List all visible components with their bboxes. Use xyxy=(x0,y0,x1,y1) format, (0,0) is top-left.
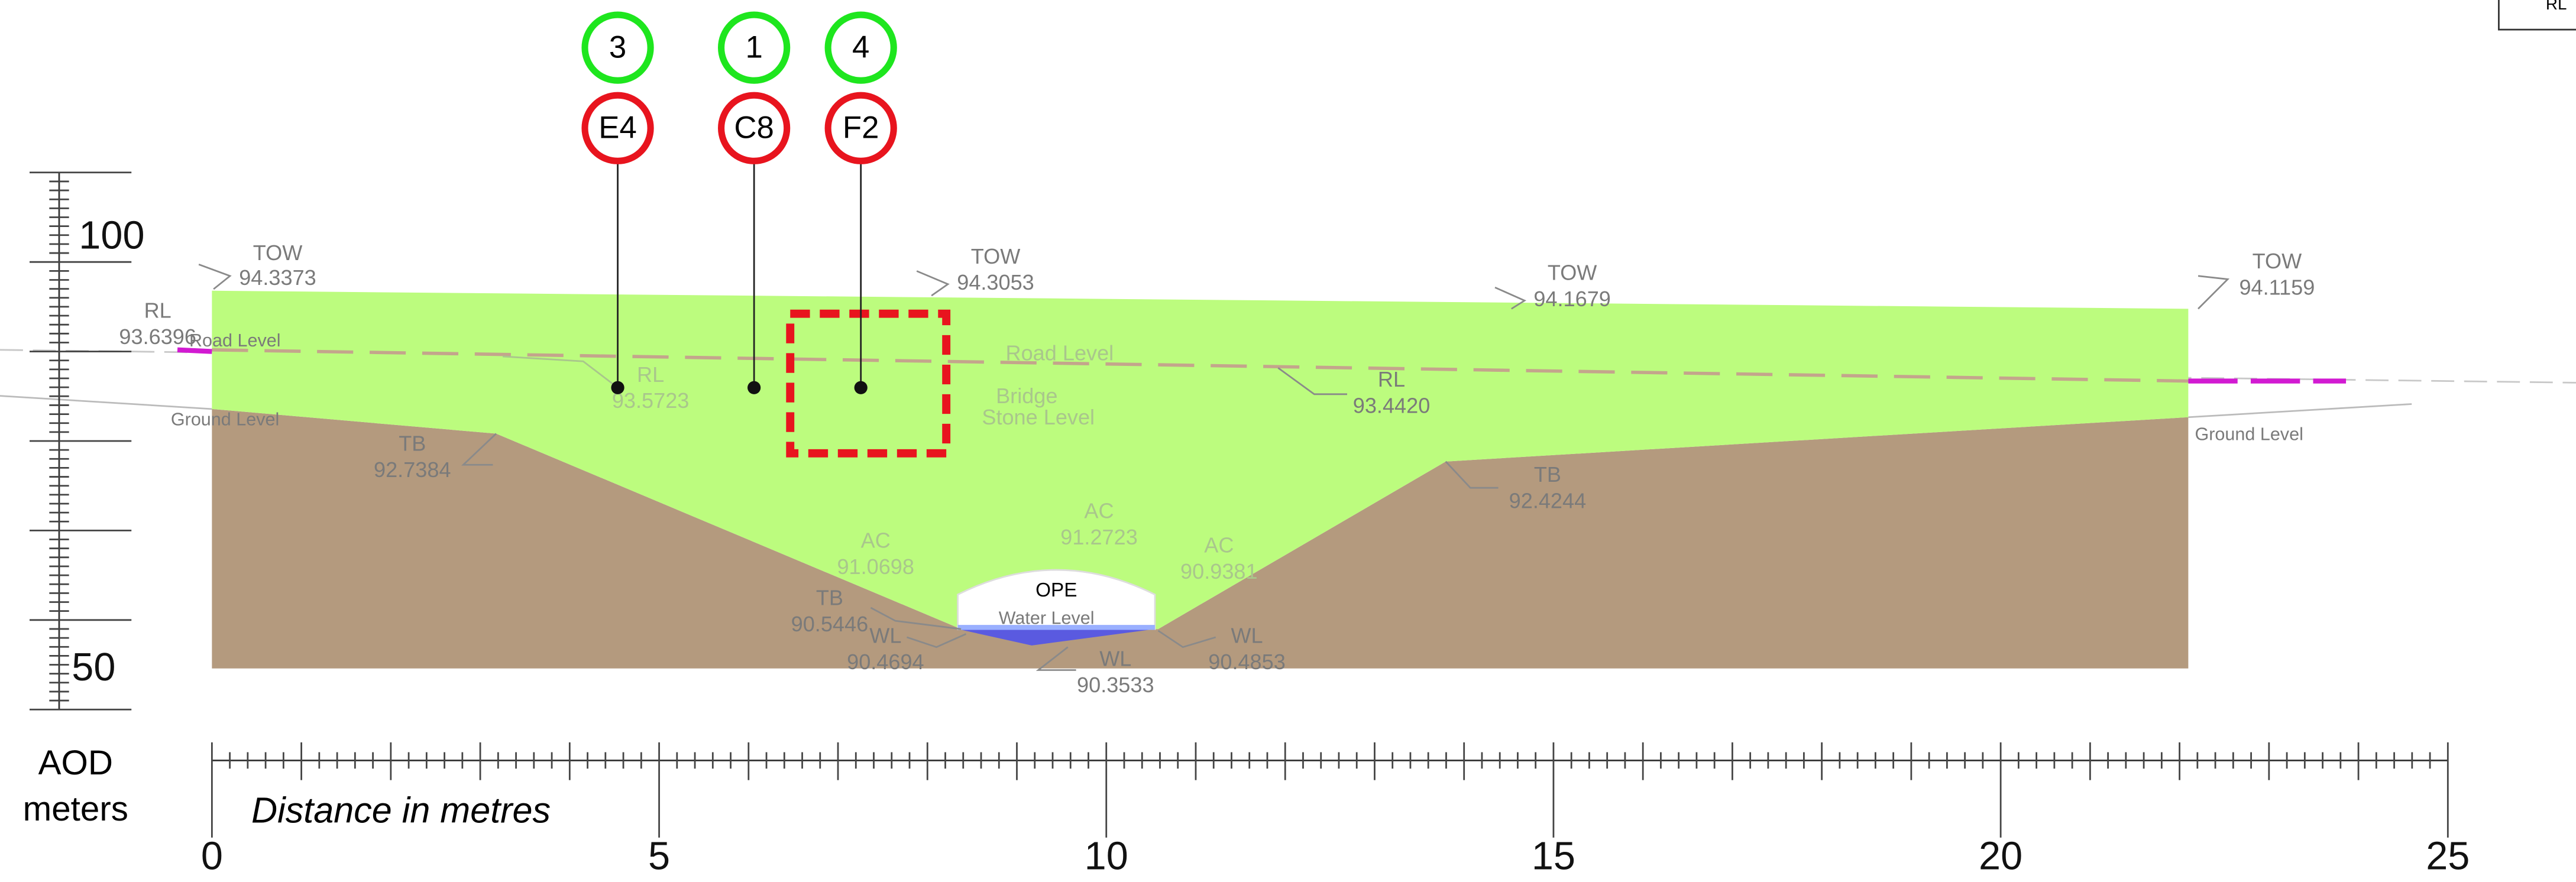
water-level-label: Water Level xyxy=(999,608,1095,628)
ann-value: 91.0698 xyxy=(837,555,914,579)
leader xyxy=(461,433,497,466)
leader xyxy=(1494,286,1526,310)
ground xyxy=(212,408,2189,669)
leader xyxy=(198,264,232,290)
markers: 3 E4 1 C8 4 F2 xyxy=(581,11,897,394)
ann-value: 94.1679 xyxy=(1533,287,1611,311)
ann-label: TB xyxy=(1534,462,1561,487)
marker-code: E4 xyxy=(598,110,637,145)
marker-number-ring xyxy=(581,11,654,84)
road-level-mark xyxy=(177,347,212,354)
selection-box xyxy=(786,309,951,458)
ann-value: 93.5723 xyxy=(612,388,690,413)
leader xyxy=(916,270,950,297)
fill-section xyxy=(212,290,2189,630)
faded-label: Bridge xyxy=(996,384,1057,408)
road-level-line xyxy=(212,348,2189,383)
ann-value: 94.1159 xyxy=(2239,275,2315,300)
leader xyxy=(1277,367,1348,395)
corner-box xyxy=(2498,0,2576,31)
leader xyxy=(503,355,619,388)
leader xyxy=(1157,630,1216,648)
marker-code-ring xyxy=(718,92,791,164)
ope-label: OPE xyxy=(1035,579,1077,601)
h-tick-label: 20 xyxy=(1979,835,2022,878)
h-tick-label: 15 xyxy=(1532,835,1575,878)
marker-dot xyxy=(854,381,868,394)
opening xyxy=(957,569,1156,630)
leader xyxy=(1445,461,1499,489)
marker-code-ring xyxy=(824,92,897,164)
leader xyxy=(870,607,962,630)
ann-label: RL xyxy=(637,362,664,387)
ann-label: TOW xyxy=(253,241,303,265)
ann-label: AC xyxy=(1084,498,1114,523)
ann-value: 92.7384 xyxy=(374,458,451,482)
ann-label: WL xyxy=(869,624,901,648)
ann-label: TOW xyxy=(1548,261,1597,285)
leader xyxy=(1035,646,1076,671)
v-tick-label: 100 xyxy=(79,214,144,258)
ann-value: 94.3373 xyxy=(239,265,316,290)
ann-value: 94.3053 xyxy=(957,270,1034,294)
v-unit: meters xyxy=(23,790,128,828)
ann-label: TB xyxy=(816,586,843,610)
marker-number: 3 xyxy=(609,30,626,64)
leader xyxy=(907,633,967,648)
ground-level-label: Ground Level xyxy=(171,409,279,429)
marker-code: F2 xyxy=(843,110,879,145)
marker-dot xyxy=(747,381,761,394)
annotations: TOW 94.3373 TOW 94.3053 TOW 94.1679 TOW … xyxy=(119,241,2315,697)
ann-value: 90.9381 xyxy=(1180,559,1258,583)
ann-label: TB xyxy=(399,431,426,455)
h-scale-title: Distance in metres xyxy=(251,790,551,830)
marker-dot xyxy=(611,381,624,394)
ann-label: TOW xyxy=(2253,249,2302,273)
v-unit: AOD xyxy=(38,744,113,782)
leader xyxy=(2198,275,2230,310)
h-tick-label: 10 xyxy=(1085,835,1128,878)
ann-value: 90.3533 xyxy=(1077,673,1154,697)
corner-box-label: RL xyxy=(2546,0,2567,13)
road-level-label: Road Level xyxy=(189,330,281,351)
marker-code: C8 xyxy=(734,110,774,145)
ann-value: 92.4244 xyxy=(1509,489,1587,513)
h-tick-label: 5 xyxy=(648,835,670,878)
ann-value: 90.4694 xyxy=(847,650,924,674)
ann-value: 90.4853 xyxy=(1208,650,1286,674)
marker-code-ring xyxy=(581,92,654,164)
ground-line xyxy=(0,395,212,410)
ann-value: 91.2723 xyxy=(1060,525,1138,549)
ann-label: AC xyxy=(861,528,891,552)
water xyxy=(957,629,1155,646)
ground-line xyxy=(2188,403,2412,419)
marker-number: 1 xyxy=(745,30,762,64)
ann-label: TOW xyxy=(971,244,1021,268)
faded-label: Road Level xyxy=(1006,341,1114,365)
ground-level-label: Ground Level xyxy=(2195,424,2303,444)
marker-number-ring xyxy=(718,11,791,84)
marker-number: 4 xyxy=(852,30,869,64)
v-tick-label: 50 xyxy=(72,646,115,689)
ann-label: RL xyxy=(1378,367,1405,391)
h-tick-label: 25 xyxy=(2426,835,2470,878)
ann-label: WL xyxy=(1231,624,1263,648)
ann-label: RL xyxy=(144,298,171,322)
ann-value: 93.4420 xyxy=(1353,394,1431,418)
ann-value: 93.6396 xyxy=(119,325,196,349)
faded-label: Stone Level xyxy=(982,405,1095,429)
h-tick-label: 0 xyxy=(201,835,223,878)
ann-value: 90.5446 xyxy=(791,612,869,636)
ann-label: WL xyxy=(1099,646,1131,670)
marker-number-ring xyxy=(824,11,897,84)
ann-label: AC xyxy=(1204,533,1234,557)
